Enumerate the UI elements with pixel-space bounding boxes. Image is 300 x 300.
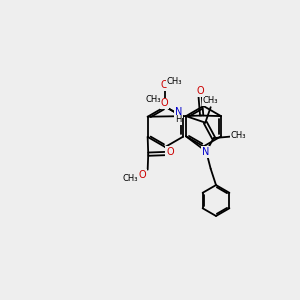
Text: O: O [166,147,174,157]
Text: O: O [160,98,168,108]
Text: CH₃: CH₃ [231,130,246,140]
Text: H: H [175,115,181,124]
Text: O: O [160,80,168,90]
Text: CH₃: CH₃ [123,174,138,183]
Text: CH₃: CH₃ [166,77,182,86]
Text: N: N [202,147,209,157]
Text: N: N [175,107,182,117]
Text: O: O [197,86,205,96]
Text: O: O [139,170,146,180]
Text: CH₃: CH₃ [145,95,161,104]
Text: CH₃: CH₃ [203,96,218,105]
